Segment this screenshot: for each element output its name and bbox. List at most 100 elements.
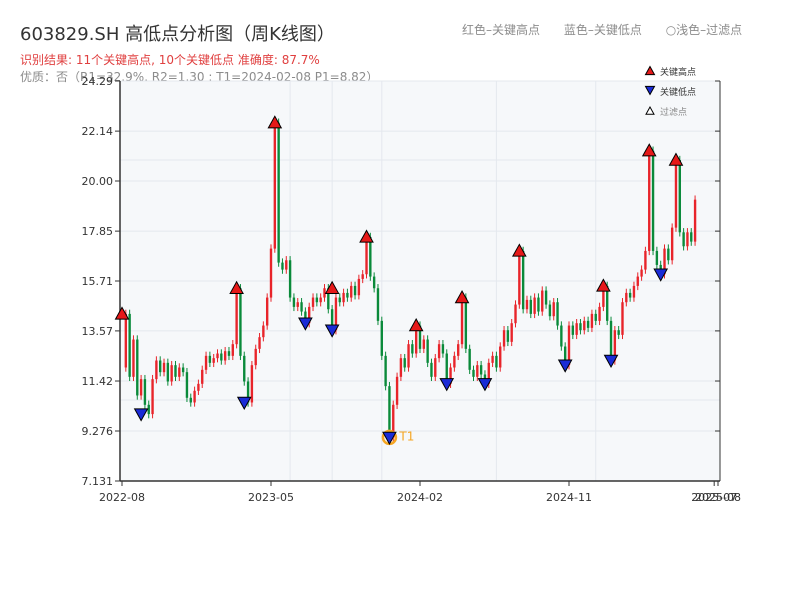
candle-104 <box>518 246 521 309</box>
candle-body <box>590 313 594 328</box>
candle-46 <box>296 298 299 312</box>
candle-body <box>472 369 475 377</box>
legend-label-2: 过滤点 <box>660 106 687 118</box>
candle-body <box>285 260 288 270</box>
x-tick-label-1: 2023-05 <box>248 491 294 504</box>
candle-body <box>384 355 387 387</box>
candle-97 <box>491 351 494 368</box>
candle-body <box>342 292 345 303</box>
candle-body <box>162 362 166 373</box>
candle-body <box>548 304 552 317</box>
candle-47 <box>300 298 303 316</box>
candle-145 <box>674 155 678 232</box>
candle-66 <box>372 272 376 293</box>
candle-body <box>541 290 544 312</box>
candle-22 <box>204 351 208 375</box>
y-tick-label-3: 13.57 <box>82 325 114 338</box>
candle-body <box>441 344 445 354</box>
candle-body <box>254 348 257 366</box>
candle-body <box>655 250 659 265</box>
candle-88 <box>457 339 460 361</box>
candle-93 <box>476 360 479 382</box>
candle-101 <box>506 326 510 347</box>
candle-body <box>514 304 517 324</box>
candle-62 <box>357 274 361 300</box>
page-title: 603829.SH 高低点分析图（周K线图） <box>20 24 335 45</box>
y-tick-label-1: 9.276 <box>82 425 114 438</box>
candle-63 <box>361 270 364 284</box>
candle-body <box>529 299 532 314</box>
candle-body <box>690 232 693 242</box>
legend-low-icon <box>644 85 656 96</box>
candle-119 <box>575 319 578 340</box>
y-tick-label-0: 7.131 <box>82 475 114 488</box>
candle-body <box>178 367 181 377</box>
candle-body <box>369 236 372 277</box>
candle-body <box>388 386 391 438</box>
candle-body <box>239 288 242 356</box>
candle-body <box>678 160 681 233</box>
t1-label: T1 <box>398 429 414 443</box>
candle-6 <box>143 374 147 409</box>
candle-body <box>350 285 353 298</box>
candle-82 <box>434 353 437 382</box>
candle-body <box>193 390 196 403</box>
candle-32 <box>243 351 246 386</box>
candle-body <box>380 320 383 356</box>
candle-73 <box>399 353 403 382</box>
candle-body <box>189 397 192 403</box>
candle-body <box>579 323 582 331</box>
result-summary: 识别结果: 11个关键高点, 10个关键低点 准确度: 87.7% <box>20 53 320 67</box>
candle-body <box>346 292 349 298</box>
candle-body <box>277 122 280 263</box>
candle-146 <box>678 155 681 237</box>
candle-81 <box>430 358 433 382</box>
candle-4 <box>136 335 139 400</box>
candle-29 <box>231 339 234 361</box>
candle-body <box>365 236 368 275</box>
candle-body <box>533 297 536 314</box>
candle-83 <box>437 339 441 363</box>
candle-body <box>495 355 498 368</box>
candle-body <box>338 297 341 303</box>
candle-body <box>693 199 697 242</box>
x-tick-label-0: 2022-08 <box>99 491 145 504</box>
candle-body <box>143 379 147 405</box>
candle-body <box>449 367 452 384</box>
top-legend-filtered: ○浅色–过滤点 <box>665 23 743 37</box>
candle-24 <box>212 353 215 368</box>
top-legend-high: 红色–关键高点 <box>462 23 541 37</box>
candle-body <box>288 260 292 298</box>
legend-label-0: 关键高点 <box>660 66 696 78</box>
candle-body <box>262 325 265 338</box>
candle-17 <box>185 367 189 402</box>
candle-13 <box>170 360 173 386</box>
candle-134 <box>632 281 636 302</box>
candle-10 <box>159 356 162 377</box>
candle-body <box>510 323 513 342</box>
candle-40 <box>273 118 277 253</box>
candle-26 <box>220 349 223 365</box>
candle-body <box>460 297 464 345</box>
top-legend: 红色–关键高点 蓝色–关键低点 ○浅色–过滤点 <box>462 21 762 38</box>
candle-body <box>235 288 238 345</box>
candle-body <box>243 355 246 382</box>
candle-body <box>407 344 410 368</box>
candle-68 <box>380 316 383 361</box>
candle-body <box>334 297 338 331</box>
candle-84 <box>441 339 445 358</box>
candle-39 <box>269 244 273 302</box>
candle-37 <box>262 321 265 342</box>
candle-7 <box>147 400 150 419</box>
candle-body <box>216 353 219 359</box>
candle-9 <box>155 356 158 384</box>
candle-body <box>296 302 299 307</box>
candle-body <box>185 372 189 398</box>
candle-58 <box>342 288 345 307</box>
key-high-marker-6 <box>454 290 470 304</box>
candle-body <box>426 339 429 363</box>
candle-body <box>376 288 380 321</box>
candle-28 <box>227 346 231 361</box>
candle-body <box>422 339 426 349</box>
candle-98 <box>495 351 498 372</box>
